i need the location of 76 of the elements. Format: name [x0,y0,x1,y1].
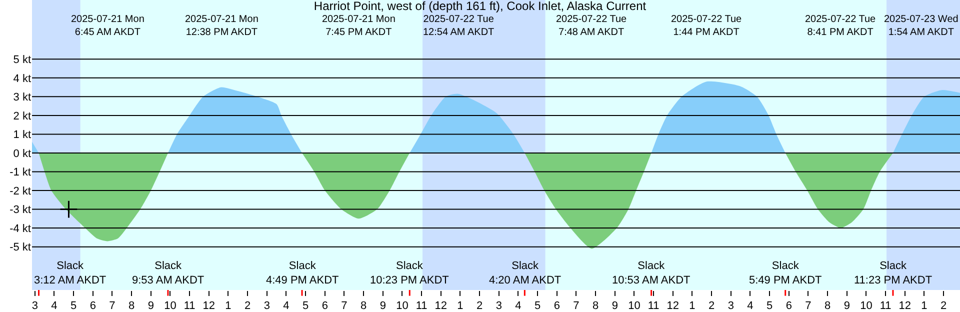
annotation: 2025-07-22 Tue 1:44 PM AKDT [671,14,742,38]
y-tick-label: 4 kt [13,72,31,85]
x-tick-label: 11 [184,300,196,312]
annotation: Slack 10:53 AM AKDT [612,260,691,286]
x-tick-label: 10 [860,300,872,312]
x-tick-label: 7 [573,300,580,312]
annotation: 2025-07-21 Mon 12:38 PM AKDT [185,14,258,38]
x-tick-label: 12 [202,300,216,312]
y-tick-label: -1 kt [10,166,31,179]
y-tick-label: 3 kt [13,92,31,104]
x-tick-label: 1 [921,300,928,312]
x-tick-label: 9 [612,300,618,312]
x-tick-label: 3 [32,300,38,312]
x-tick-label: 7 [805,300,812,312]
x-tick-label: 11 [880,300,892,312]
y-tick-label: -3 kt [10,204,31,216]
x-tick-label: 6 [90,300,96,312]
x-tick-label: 6 [786,300,792,312]
x-tick-label: 10 [396,300,408,312]
x-tick-label: 4 [515,300,522,312]
annotation: 2025-07-23 Wed 1:54 AM AKDT [884,14,958,38]
annotation: Slack 5:49 PM AKDT [749,260,822,286]
annotation: Slack 9:53 AM AKDT [132,260,204,286]
x-tick-label: 10 [628,300,640,312]
x-tick-label: 8 [824,300,831,312]
x-tick-label: 5 [70,300,77,312]
y-tick-label: 1 kt [13,129,31,142]
x-tick-label: 5 [766,300,773,312]
chart-title: Harriot Point, west of (depth 161 ft), Cook Inlet, Alaska Current [314,0,647,13]
x-tick-label: 7 [109,300,116,312]
annotation: Slack 4:49 PM AKDT [266,260,340,286]
x-tick-label: 12 [434,300,448,312]
x-tick-label: 9 [148,300,154,312]
x-tick-label: 9 [844,300,850,312]
x-tick-label: 5 [534,300,541,312]
x-tick-label: 3 [264,300,270,312]
y-tick-label: 5 kt [13,54,31,66]
y-tick-label: 2 kt [13,110,31,122]
x-tick-label: 6 [554,300,560,312]
y-tick-label: -2 kt [10,185,31,198]
x-tick-label: 2 [708,300,715,312]
x-tick-label: 12 [666,300,680,312]
x-tick-label: 4 [747,300,754,312]
y-tick-label: 0 kt [13,148,31,160]
x-tick-label: 4 [283,300,290,312]
annotation: Slack 3:12 AM AKDT [34,260,106,286]
x-tick-label: 8 [360,300,367,312]
x-tick-label: 2 [940,300,947,312]
x-tick-label: 4 [51,300,58,312]
annotation: 2025-07-21 Mon 7:45 PM AKDT [322,14,396,38]
y-tick-label: -4 kt [10,222,31,235]
x-tick-label: 7 [341,300,348,312]
y-tick-label: -5 kt [10,242,31,254]
x-tick-label: 1 [225,300,232,312]
annotation: 2025-07-22 Tue 7:48 AM AKDT [556,14,628,38]
x-tick-label: 11 [648,300,660,312]
x-tick-label: 11 [416,300,428,312]
x-tick-label: 2 [476,300,483,312]
annotation: 2025-07-21 Mon 6:45 AM AKDT [71,14,144,38]
x-tick-label: 3 [728,300,734,312]
x-tick-label: 12 [898,300,912,312]
x-tick-label: 8 [592,300,599,312]
x-tick-label: 1 [457,300,464,312]
annotation: 2025-07-22 Tue 12:54 AM AKDT [423,14,494,38]
annotation: Slack 4:20 AM AKDT [489,260,562,286]
x-tick-label: 2 [244,300,251,312]
x-tick-label: 6 [322,300,328,312]
x-tick-label: 5 [302,300,309,312]
x-tick-label: 1 [689,300,696,312]
annotation: 2025-07-22 Tue 8:41 PM AKDT [805,14,876,38]
annotation: Slack 10:23 PM AKDT [370,260,450,286]
x-tick-label: 10 [164,300,176,312]
x-tick-label: 3 [496,300,502,312]
x-tick-label: 9 [380,300,386,312]
x-tick-label: 8 [128,300,135,312]
annotation: Slack 11:23 PM AKDT [854,260,932,286]
